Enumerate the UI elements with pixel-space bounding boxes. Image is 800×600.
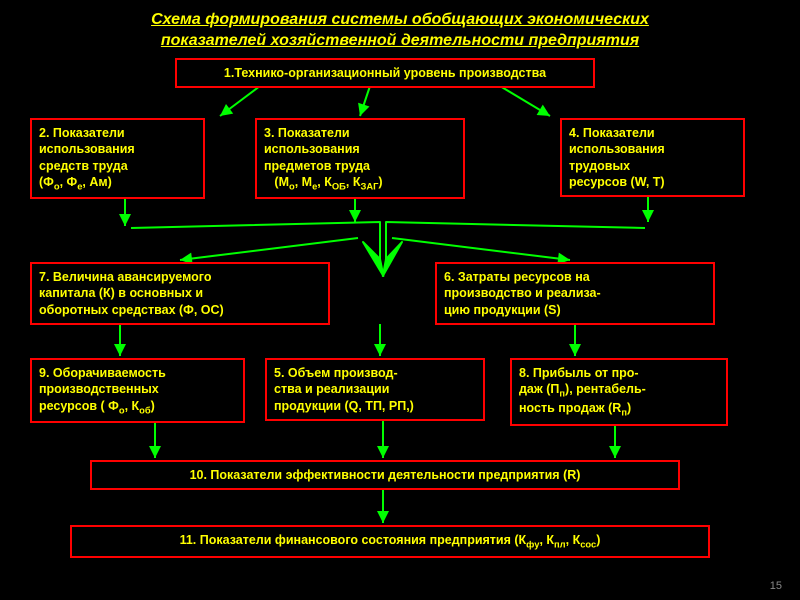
arrow-2	[500, 86, 550, 116]
box-b11: 11. Показатели финансового состояния пре…	[70, 525, 710, 558]
box-b8: 8. Прибыль от про-даж (Пп), рентабель-но…	[510, 358, 728, 426]
arrow-8	[180, 238, 358, 260]
box-b7: 7. Величина авансируемогокапитала (К) в …	[30, 262, 330, 325]
title-line-1: Схема формирования системы обобщающих эк…	[151, 11, 649, 28]
box-b5: 5. Объем производ-ства и реализациипроду…	[265, 358, 485, 421]
diagram-title: Схема формирования системы обобщающих эк…	[0, 0, 800, 58]
arrow-0	[220, 86, 260, 116]
title-line-2: показателей хозяйственной деятельности п…	[161, 32, 639, 49]
arrow-6	[131, 222, 380, 259]
box-b2: 2. Показателииспользованиясредств труда(…	[30, 118, 205, 199]
box-b10: 10. Показатели эффективности деятельност…	[90, 460, 680, 490]
box-b1: 1.Технико-организационный уровень произв…	[175, 58, 595, 88]
arrow-1	[360, 86, 370, 116]
arrow-7	[386, 222, 645, 259]
box-b4: 4. Показателииспользованиятрудовыхресурс…	[560, 118, 745, 197]
page-number: 15	[770, 580, 782, 592]
arrow-9	[392, 238, 570, 260]
box-b3: 3. Показателииспользованияпредметов труд…	[255, 118, 465, 199]
box-b9: 9. Оборачиваемостьпроизводственныхресурс…	[30, 358, 245, 423]
box-b6: 6. Затраты ресурсов напроизводство и реа…	[435, 262, 715, 325]
